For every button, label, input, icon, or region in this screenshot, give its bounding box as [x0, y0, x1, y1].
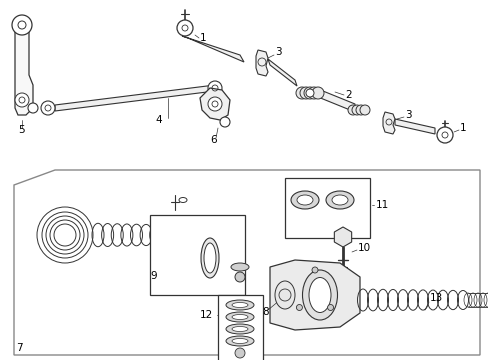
Text: 12: 12 [200, 310, 213, 320]
Ellipse shape [231, 315, 247, 320]
Circle shape [311, 87, 324, 99]
Ellipse shape [296, 195, 312, 205]
Circle shape [307, 87, 319, 99]
Ellipse shape [225, 312, 253, 322]
Ellipse shape [290, 191, 318, 209]
Circle shape [177, 20, 193, 36]
Polygon shape [55, 85, 215, 111]
Circle shape [327, 305, 333, 310]
Circle shape [207, 97, 222, 111]
Polygon shape [317, 89, 354, 112]
Ellipse shape [331, 195, 347, 205]
Ellipse shape [203, 243, 216, 273]
Ellipse shape [231, 338, 247, 343]
Polygon shape [15, 22, 33, 115]
Polygon shape [200, 88, 229, 120]
Circle shape [296, 305, 302, 310]
Text: 7: 7 [16, 343, 22, 353]
Bar [285, 178, 369, 238]
Ellipse shape [230, 263, 248, 271]
Ellipse shape [225, 336, 253, 346]
Ellipse shape [274, 281, 294, 309]
Circle shape [304, 87, 315, 99]
Text: 6: 6 [209, 135, 216, 145]
Polygon shape [334, 227, 351, 247]
Bar [150, 215, 244, 295]
Ellipse shape [231, 327, 247, 332]
Ellipse shape [225, 324, 253, 334]
Circle shape [207, 81, 222, 95]
Ellipse shape [231, 302, 247, 307]
Circle shape [41, 101, 55, 115]
Polygon shape [394, 119, 434, 134]
Circle shape [220, 117, 229, 127]
Circle shape [347, 105, 357, 115]
Circle shape [28, 103, 38, 113]
Text: 1: 1 [200, 33, 206, 43]
Polygon shape [269, 260, 359, 330]
Polygon shape [256, 50, 267, 76]
Text: 3: 3 [274, 47, 281, 57]
Text: 1: 1 [459, 123, 466, 133]
Circle shape [359, 105, 369, 115]
Circle shape [355, 105, 365, 115]
Text: 8: 8 [262, 307, 268, 317]
Bar [218, 295, 263, 360]
Circle shape [12, 15, 32, 35]
Circle shape [299, 87, 311, 99]
Text: 4: 4 [155, 115, 162, 125]
Circle shape [235, 348, 244, 358]
Circle shape [436, 127, 452, 143]
Text: 13: 13 [429, 293, 442, 303]
Circle shape [351, 105, 361, 115]
Polygon shape [267, 59, 296, 86]
Polygon shape [182, 36, 244, 62]
Circle shape [305, 89, 313, 97]
Ellipse shape [201, 238, 219, 278]
Text: 11: 11 [375, 200, 388, 210]
Text: 2: 2 [345, 90, 351, 100]
Circle shape [235, 272, 244, 282]
Ellipse shape [302, 270, 337, 320]
Ellipse shape [325, 191, 353, 209]
Circle shape [295, 87, 307, 99]
Circle shape [15, 93, 29, 107]
Ellipse shape [308, 278, 330, 312]
Text: 10: 10 [357, 243, 370, 253]
Ellipse shape [225, 300, 253, 310]
Circle shape [311, 267, 317, 273]
Text: 5: 5 [18, 125, 24, 135]
Polygon shape [382, 112, 394, 134]
Text: 9: 9 [150, 271, 156, 281]
Text: 3: 3 [404, 110, 411, 120]
